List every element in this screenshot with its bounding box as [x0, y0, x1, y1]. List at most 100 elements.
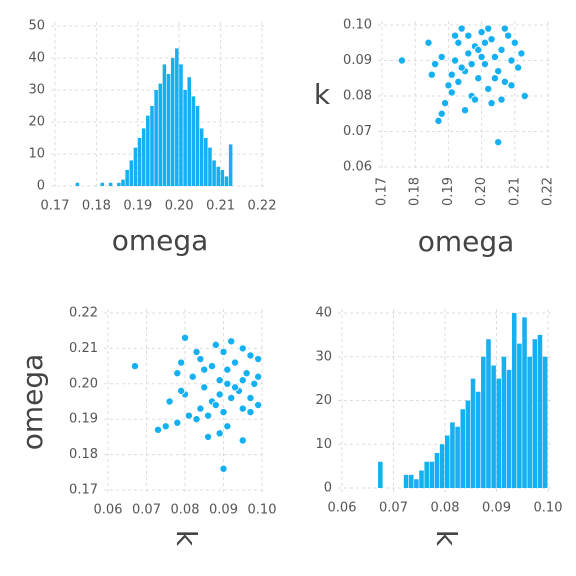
- point: [504, 31, 513, 40]
- x-tick-label: 0.22: [248, 199, 277, 214]
- x-tick-label: 0.08: [431, 501, 460, 516]
- point: [397, 56, 406, 65]
- point: [246, 351, 255, 360]
- y-tick-label: 30: [28, 83, 45, 98]
- point: [490, 74, 499, 83]
- x-tick-label: 0.07: [379, 501, 408, 516]
- point: [154, 425, 163, 434]
- bar: [522, 317, 527, 488]
- point: [200, 383, 209, 392]
- bar: [212, 160, 216, 186]
- point: [165, 397, 174, 406]
- point: [173, 418, 182, 427]
- bar: [191, 96, 196, 186]
- bar: [460, 409, 465, 488]
- y-tick-label: 0.21: [69, 341, 98, 356]
- bar: [133, 147, 138, 186]
- point: [500, 24, 509, 33]
- point: [494, 67, 503, 76]
- bar: [170, 58, 175, 186]
- point: [451, 56, 460, 65]
- point: [437, 109, 446, 118]
- bar: [481, 356, 486, 488]
- point: [470, 95, 479, 104]
- y-tick-label: 30: [315, 349, 332, 364]
- x-axis-label: k: [170, 530, 203, 547]
- x-tick-label: 0.21: [206, 199, 235, 214]
- y-tick-label: 0.08: [343, 89, 372, 104]
- y-tick-label: 20: [28, 115, 45, 130]
- bar: [511, 313, 517, 488]
- bar: [527, 356, 532, 488]
- point: [457, 24, 466, 33]
- bar: [108, 182, 113, 186]
- y-tick-label: 10: [315, 437, 332, 452]
- bar: [517, 343, 522, 488]
- bar: [179, 64, 183, 186]
- y-tick-label: 0.17: [69, 483, 98, 498]
- x-tick-label: 0.06: [328, 501, 357, 516]
- bar: [146, 115, 150, 186]
- y-tick-label: 0.07: [343, 124, 372, 139]
- bar: [121, 179, 125, 186]
- point: [497, 95, 506, 104]
- point: [494, 138, 503, 147]
- bar: [117, 182, 121, 186]
- x-tick-label: 0.22: [541, 177, 556, 206]
- x-tick-label: 0.17: [41, 199, 70, 214]
- y-tick-label: 40: [315, 306, 332, 321]
- point: [250, 379, 259, 388]
- bar: [166, 74, 171, 186]
- point: [192, 415, 201, 424]
- bar: [537, 334, 543, 488]
- y-tick-label: 0.10: [343, 18, 372, 33]
- x-tick-label: 0.19: [123, 199, 152, 214]
- point: [238, 404, 247, 413]
- point: [204, 432, 213, 441]
- point: [424, 38, 433, 47]
- point: [510, 38, 519, 47]
- y-tick-label: 20: [315, 393, 332, 408]
- bar: [455, 426, 460, 488]
- point: [219, 464, 228, 473]
- y-tick-label: 40: [28, 51, 45, 66]
- point: [238, 436, 247, 445]
- point: [254, 355, 263, 364]
- bar: [204, 138, 208, 186]
- x-tick-label: 0.19: [441, 177, 456, 206]
- point: [254, 372, 263, 381]
- bar: [532, 339, 538, 488]
- x-tick-label: 0.20: [165, 199, 194, 214]
- x-tick-label: 0.10: [534, 501, 563, 516]
- point: [173, 369, 182, 378]
- bar: [228, 144, 233, 186]
- point: [184, 411, 193, 420]
- y-axis-label: omega: [16, 354, 49, 451]
- bar: [434, 453, 440, 488]
- point: [474, 74, 483, 83]
- bar: [175, 48, 179, 187]
- x-tick-label: 0.09: [209, 503, 238, 518]
- point: [484, 84, 493, 93]
- bar: [491, 365, 496, 488]
- x-tick-label: 0.06: [94, 503, 123, 518]
- point: [246, 393, 255, 402]
- bar: [445, 435, 450, 488]
- bar: [216, 166, 220, 186]
- point: [441, 99, 450, 108]
- point: [231, 383, 240, 392]
- bar: [150, 106, 154, 186]
- point: [238, 344, 247, 353]
- bar: [195, 106, 200, 186]
- point: [454, 38, 463, 47]
- point: [223, 422, 232, 431]
- x-tick-label: 0.07: [132, 503, 161, 518]
- point: [227, 393, 236, 402]
- x-axis-label: k: [430, 530, 463, 547]
- bar: [100, 182, 105, 186]
- point: [490, 52, 499, 61]
- x-axis-label: omega: [112, 224, 209, 257]
- bar: [208, 147, 212, 186]
- point: [477, 52, 486, 61]
